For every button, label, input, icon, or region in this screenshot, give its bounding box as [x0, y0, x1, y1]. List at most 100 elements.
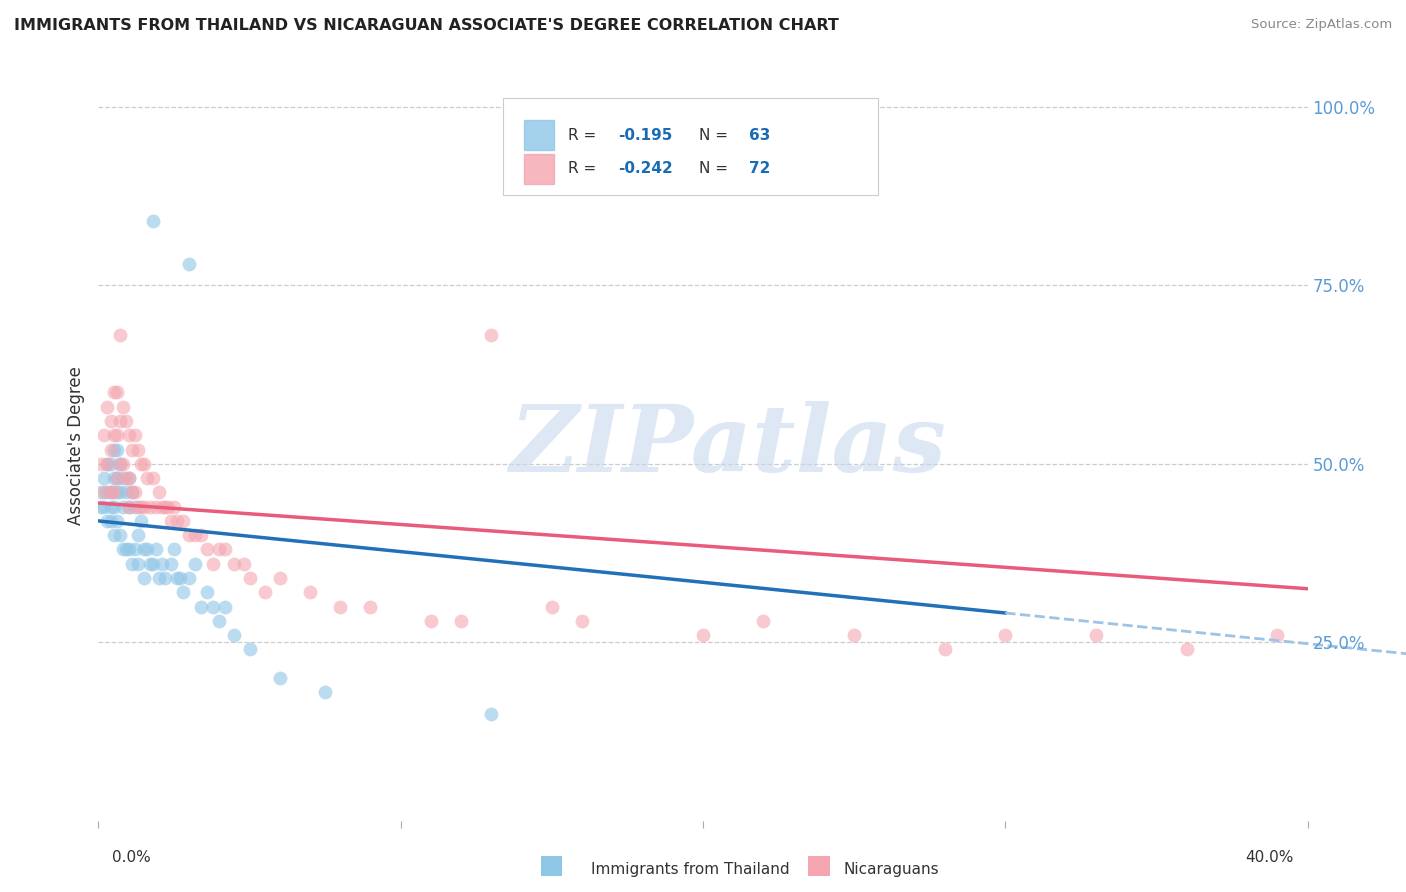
- Point: [214, 542, 236, 557]
- Point: [129, 457, 152, 471]
- Y-axis label: Associate's Degree: Associate's Degree: [66, 367, 84, 525]
- Point: [105, 471, 128, 485]
- Text: 40.0%: 40.0%: [1246, 850, 1294, 865]
- Point: [172, 514, 194, 528]
- Point: [124, 485, 146, 500]
- Point: [114, 542, 136, 557]
- Point: [105, 385, 128, 400]
- Point: [103, 442, 125, 457]
- Point: [100, 485, 122, 500]
- Text: R =: R =: [568, 161, 600, 177]
- Point: [96, 400, 118, 414]
- Point: [103, 385, 125, 400]
- Point: [224, 557, 246, 571]
- Point: [752, 614, 775, 628]
- Text: R =: R =: [568, 128, 600, 143]
- Text: N =: N =: [699, 128, 734, 143]
- Point: [571, 614, 593, 628]
- Point: [179, 571, 201, 585]
- Point: [232, 557, 254, 571]
- Point: [179, 528, 201, 542]
- Point: [124, 542, 146, 557]
- Point: [142, 471, 165, 485]
- Point: [224, 628, 246, 642]
- Point: [124, 500, 146, 514]
- Point: [239, 642, 262, 657]
- Point: [184, 528, 207, 542]
- Point: [100, 457, 122, 471]
- Point: [208, 542, 231, 557]
- Point: [93, 500, 115, 514]
- Point: [150, 557, 173, 571]
- Point: [103, 428, 125, 442]
- Point: [111, 471, 134, 485]
- Point: [934, 642, 956, 657]
- Point: [103, 528, 125, 542]
- Point: [105, 471, 128, 485]
- Bar: [524, 153, 554, 184]
- Point: [135, 471, 157, 485]
- Point: [139, 557, 162, 571]
- Point: [111, 400, 134, 414]
- Point: [329, 599, 352, 614]
- Point: [132, 500, 155, 514]
- Point: [208, 614, 231, 628]
- Point: [994, 628, 1017, 642]
- Point: [105, 514, 128, 528]
- Point: [105, 485, 128, 500]
- Point: [108, 328, 131, 343]
- Point: [127, 442, 149, 457]
- Point: [1085, 628, 1108, 642]
- Point: [299, 585, 322, 599]
- Point: [692, 628, 714, 642]
- Point: [118, 471, 141, 485]
- Point: [111, 542, 134, 557]
- Point: [269, 671, 291, 685]
- Point: [96, 457, 118, 471]
- Point: [153, 500, 176, 514]
- Point: [142, 557, 165, 571]
- Text: ZIPatlas: ZIPatlas: [509, 401, 946, 491]
- Point: [153, 571, 176, 585]
- Point: [314, 685, 336, 699]
- Point: [148, 571, 170, 585]
- Point: [93, 471, 115, 485]
- Point: [150, 500, 173, 514]
- Point: [135, 542, 157, 557]
- Point: [202, 599, 225, 614]
- Point: [450, 614, 472, 628]
- Point: [93, 428, 115, 442]
- Point: [179, 257, 201, 271]
- Point: [100, 414, 122, 428]
- Point: [184, 557, 207, 571]
- Point: [90, 457, 112, 471]
- Point: [132, 571, 155, 585]
- Point: [420, 614, 443, 628]
- Text: 0.0%: 0.0%: [112, 850, 152, 865]
- Point: [156, 500, 179, 514]
- Point: [111, 457, 134, 471]
- Point: [148, 485, 170, 500]
- Text: Immigrants from Thailand: Immigrants from Thailand: [591, 863, 789, 877]
- Point: [93, 485, 115, 500]
- Point: [108, 457, 131, 471]
- Point: [105, 428, 128, 442]
- Point: [90, 485, 112, 500]
- Point: [163, 542, 186, 557]
- Point: [163, 500, 186, 514]
- Point: [160, 514, 183, 528]
- Point: [129, 514, 152, 528]
- Point: [214, 599, 236, 614]
- Point: [90, 500, 112, 514]
- Point: [96, 485, 118, 500]
- Point: [132, 542, 155, 557]
- Point: [108, 485, 131, 500]
- Point: [253, 585, 276, 599]
- Point: [124, 428, 146, 442]
- Point: [100, 485, 122, 500]
- Point: [100, 514, 122, 528]
- Point: [132, 457, 155, 471]
- Text: 63: 63: [749, 128, 770, 143]
- Text: Source: ZipAtlas.com: Source: ZipAtlas.com: [1251, 18, 1392, 31]
- Text: 72: 72: [749, 161, 770, 177]
